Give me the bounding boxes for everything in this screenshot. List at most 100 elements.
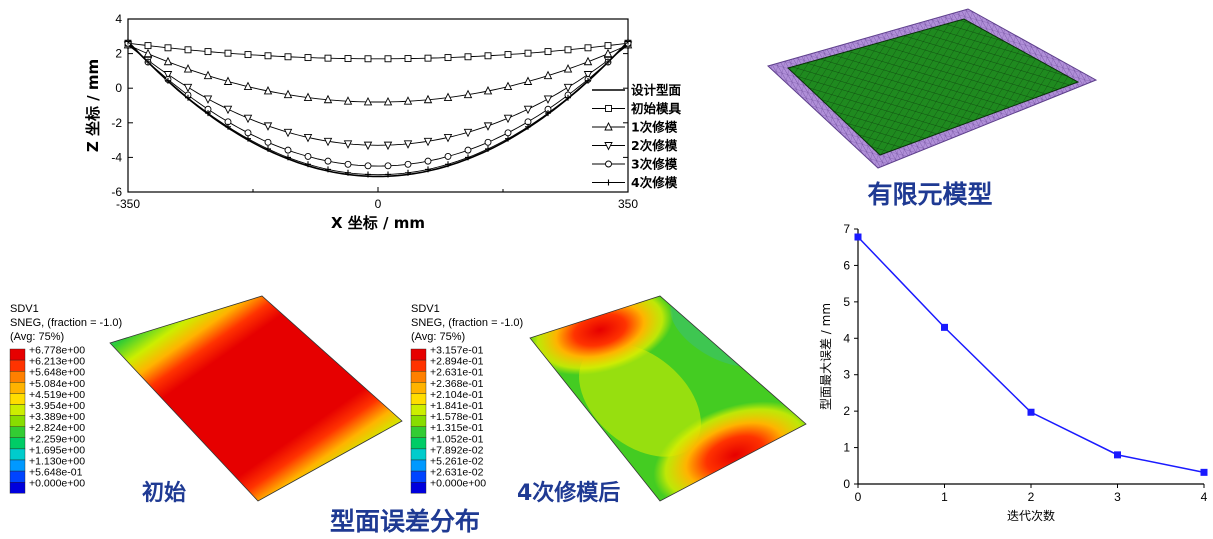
data-point [525,123,531,130]
data-point [343,140,353,149]
series-line [127,42,629,60]
colorbar-swatch [9,404,26,416]
legend-marker [604,142,613,151]
data-point [344,55,352,63]
data-point [583,71,593,80]
y-tick-label: 2 [115,47,122,61]
data-point [245,135,251,142]
y-tick-label: 2 [843,404,850,418]
data-point [263,85,273,95]
data-point [385,171,391,178]
colorbar-level-label: +3.157e-01 [430,345,484,357]
data-point [203,70,213,80]
colorbar-level-label: +2.259e+00 [29,433,85,445]
data-point [523,105,533,115]
data-point [384,55,392,63]
legend-label: 3次修模 [631,157,678,172]
data-point [543,70,553,80]
data-point [443,133,453,143]
data-point [484,52,492,60]
data-point [143,48,153,58]
profile-chart-series [123,38,633,178]
legend-marker [604,121,613,131]
data-point [565,94,571,101]
contour-initial-caption: 初始 [142,480,186,506]
data-point [364,162,372,170]
data-point [224,49,232,57]
data-point [464,146,472,154]
y-tick-label: 1 [843,441,850,455]
data-point [584,44,592,52]
data-point [1027,408,1035,416]
data-point [345,169,351,176]
colorbar-swatch [410,415,427,427]
max-error-xlabel: 迭代次数 [1007,508,1055,523]
data-point [323,94,333,104]
colorbar-swatch [9,393,26,405]
data-point [563,64,573,73]
colorbar-swatch [9,459,26,472]
colorbar-level-label: +5.648e+00 [29,367,85,379]
data-point [163,56,173,66]
data-point [283,89,293,99]
data-point [264,138,272,146]
contour-initial-header-1: SDV1 [10,303,39,315]
data-point [204,48,212,56]
series-5 [125,38,631,178]
colorbar-swatch [9,426,26,439]
colorbar-swatch [410,448,427,461]
data-point [403,140,413,149]
data-point [445,161,451,168]
profile-chart-axes: 4 2 0 -2 -4 -6-350 0 350 X 坐标 / mm Z 坐标 / mm [84,12,638,232]
colorbar-swatch [9,470,26,483]
data-point [265,145,271,152]
colorbar-swatch [9,448,26,461]
x-tick-label: 0 [855,490,862,504]
series-line [127,44,629,103]
colorbar-level-label: +2.894e-01 [430,356,484,368]
data-point [324,54,332,62]
series-line [127,40,629,178]
colorbar-level-label: +5.648e-01 [29,467,83,479]
data-point [243,81,253,91]
y-tick-label: 4 [843,331,850,345]
data-point [423,137,433,147]
data-point [424,157,432,165]
data-point [383,141,393,151]
data-point [424,54,432,62]
colorbar-swatch [9,415,26,427]
contour-final-header-3: (Avg: 75%) [411,331,465,343]
colorbar-swatch [9,371,26,383]
error-distribution-title: 型面误差分布 [330,507,480,536]
legend-label: 2次修模 [631,138,678,153]
data-point [564,46,572,54]
contour-final-header-2: SNEG, (fraction = -1.0) [411,317,523,329]
data-point [463,89,473,99]
colorbar-swatch [410,393,427,405]
data-point [165,77,171,84]
legend-marker [605,179,612,186]
colorbar-swatch [9,382,26,394]
data-point [585,77,591,84]
max-error-line [857,236,1205,474]
data-point [223,105,233,115]
data-point [344,160,352,168]
colorbar-level-label: +0.000e+00 [29,478,85,490]
data-point [304,54,312,62]
colorbar-level-label: +6.778e+00 [29,345,85,357]
colorbar-level-label: +4.519e+00 [29,389,85,401]
data-point [505,135,511,142]
x-tick-label: 3 [1114,490,1121,504]
colorbar-level-label: +7.892e-02 [430,444,484,456]
data-point [284,146,292,154]
data-point [163,71,173,80]
legend-label: 初始模具 [631,101,682,116]
data-point [343,96,353,105]
data-point [364,55,372,63]
colorbar-level-label: +2.368e-01 [430,378,484,390]
colorbar-level-label: +5.261e-02 [430,456,484,468]
series-3 [123,41,633,151]
colorbar-level-label: +3.389e+00 [29,411,85,423]
contour-final: SDV1 SNEG, (fraction = -1.0) (Avg: 75%) … [410,295,807,506]
